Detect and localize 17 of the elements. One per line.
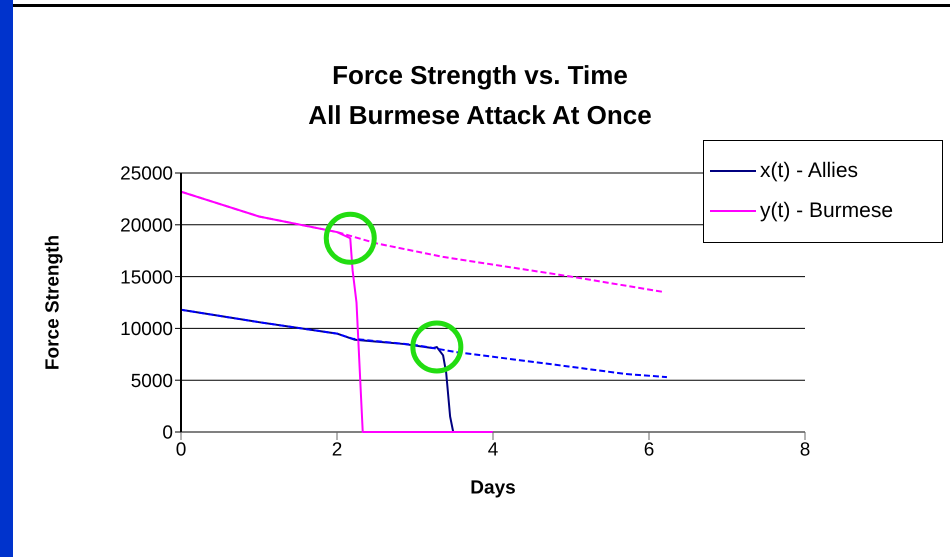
y-tick-label: 10000 <box>120 319 173 340</box>
y-tick-label: 20000 <box>120 216 173 237</box>
x-tick-label: 6 <box>644 439 654 460</box>
x-tick-label: 4 <box>488 439 499 460</box>
chart-title: Force Strength vs. Time All Burmese Attack At Once <box>307 59 653 132</box>
x-axis-title: Days <box>470 477 516 498</box>
x-tick-label: 2 <box>332 439 342 460</box>
y-tick-label: 5000 <box>130 370 173 392</box>
x-tick-label: 0 <box>176 439 186 460</box>
line-series <box>181 308 668 378</box>
y-tick-label: 0 <box>162 422 173 444</box>
y-tick-label: 25000 <box>120 164 173 185</box>
legend-label: y(t) - Burmese <box>760 199 894 223</box>
legend-label: x(t) - Allies <box>760 159 858 183</box>
y-tick-label: 15000 <box>120 267 173 288</box>
x-tick-label: 8 <box>800 439 810 460</box>
y-axis-title: Force Strength <box>42 234 64 370</box>
